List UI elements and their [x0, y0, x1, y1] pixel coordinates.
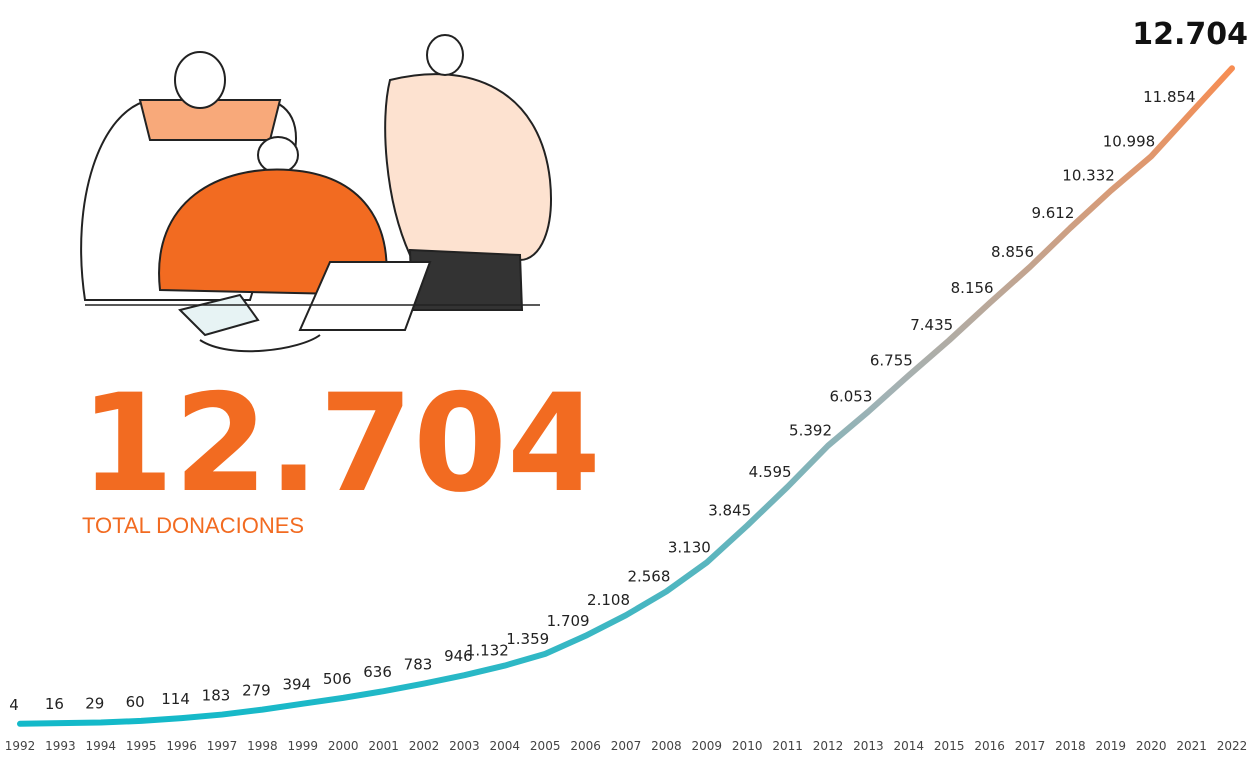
value-label: 783 — [404, 656, 433, 674]
value-label: 29 — [85, 695, 104, 713]
value-label: 7.435 — [910, 316, 953, 334]
value-label: 10.332 — [1062, 167, 1115, 185]
x-tick-label: 2010 — [732, 739, 763, 753]
value-label: 2.568 — [627, 567, 670, 585]
x-tick-label: 1993 — [45, 739, 76, 753]
x-tick-label: 1992 — [5, 739, 36, 753]
value-label: 2.108 — [587, 591, 630, 609]
value-label: 6.755 — [870, 351, 913, 369]
value-label: 8.156 — [951, 279, 994, 297]
illustration — [81, 35, 551, 351]
x-tick-label: 2014 — [894, 739, 925, 753]
value-label: 4 — [9, 696, 19, 714]
value-label: 183 — [202, 687, 231, 705]
x-tick-label: 2019 — [1096, 739, 1127, 753]
x-tick-label: 2017 — [1015, 739, 1046, 753]
x-tick-label: 2022 — [1217, 739, 1248, 753]
x-tick-label: 2015 — [934, 739, 965, 753]
value-label: 279 — [242, 682, 271, 700]
value-label: 10.998 — [1103, 132, 1156, 150]
value-label: 1.132 — [466, 642, 509, 660]
value-label: 8.856 — [991, 243, 1034, 261]
x-tick-label: 2018 — [1055, 739, 1086, 753]
x-tick-label: 2013 — [853, 739, 884, 753]
value-label: 1.709 — [547, 612, 590, 630]
value-label: 5.392 — [789, 422, 832, 440]
value-label: 60 — [126, 693, 145, 711]
value-label: 506 — [323, 670, 352, 688]
value-label: 394 — [282, 676, 311, 694]
x-tick-label: 1995 — [126, 739, 157, 753]
x-tick-label: 2003 — [449, 739, 480, 753]
x-tick-label: 1998 — [247, 739, 278, 753]
value-label: 11.854 — [1143, 88, 1196, 106]
x-tick-label: 2012 — [813, 739, 844, 753]
x-tick-label: 2009 — [692, 739, 723, 753]
value-label: 3.130 — [668, 538, 711, 556]
x-tick-label: 2000 — [328, 739, 359, 753]
x-tick-label: 2020 — [1136, 739, 1167, 753]
value-label: 9.612 — [1031, 204, 1074, 222]
x-tick-label: 1994 — [86, 739, 117, 753]
value-label: 6.053 — [829, 388, 872, 406]
chart: 12.704 TOTAL DONACIONES 1992 1993 1994 1995… — [0, 0, 1253, 758]
x-tick-label: 2004 — [490, 739, 521, 753]
value-label: 3.845 — [708, 502, 751, 520]
headline: 12.704 — [80, 365, 601, 522]
x-tick-label: 1999 — [288, 739, 319, 753]
value-label: 4.595 — [749, 463, 792, 481]
x-tick-label: 2005 — [530, 739, 561, 753]
x-tick-label: 2001 — [368, 739, 399, 753]
x-tick-label: 1997 — [207, 739, 238, 753]
x-tick-label: 2011 — [772, 739, 803, 753]
x-tick-label: 2002 — [409, 739, 440, 753]
x-tick-label: 2021 — [1176, 739, 1207, 753]
x-tick-label: 2008 — [651, 739, 682, 753]
value-label: 12.704 — [1132, 17, 1248, 52]
x-tick-label: 2007 — [611, 739, 642, 753]
value-label: 114 — [161, 690, 190, 708]
value-label: 1.359 — [506, 630, 549, 648]
x-tick-label: 1996 — [166, 739, 197, 753]
x-tick-label: 2016 — [974, 739, 1005, 753]
headline-label: TOTAL DONACIONES — [82, 513, 304, 538]
value-label: 16 — [45, 695, 64, 713]
value-label: 636 — [363, 663, 392, 681]
x-tick-label: 2006 — [570, 739, 601, 753]
